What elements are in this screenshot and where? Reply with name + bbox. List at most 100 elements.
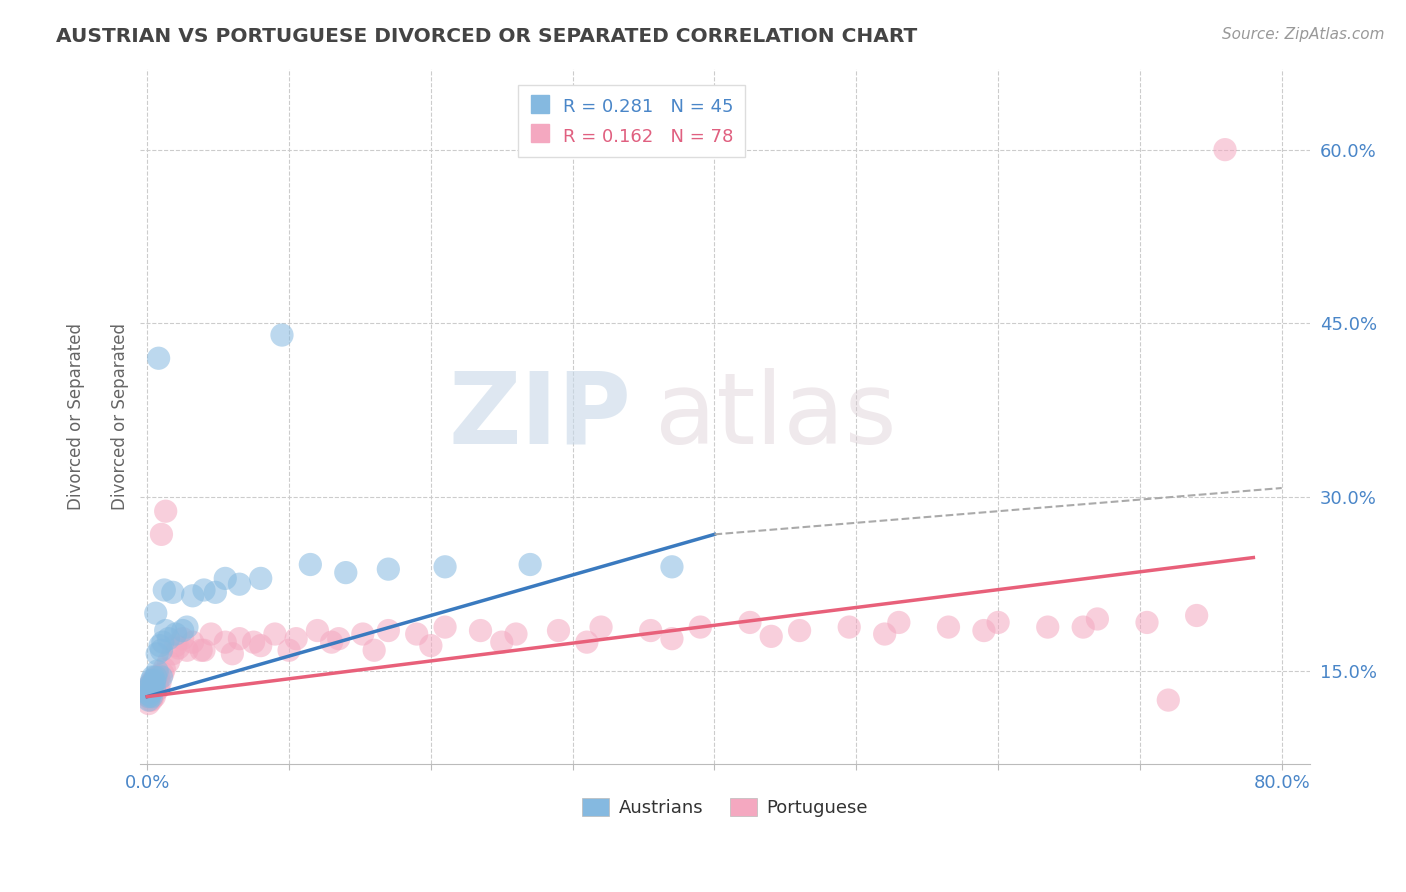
- Point: [405, 627, 427, 641]
- Point: [142, 690, 165, 704]
- Point: [150, 670, 173, 684]
- Legend: Austrians, Portuguese: Austrians, Portuguese: [575, 790, 875, 824]
- Point: [328, 632, 350, 646]
- Point: [138, 687, 160, 701]
- Point: [938, 620, 960, 634]
- Point: [249, 571, 271, 585]
- Point: [142, 678, 165, 692]
- Point: [167, 640, 190, 655]
- Point: [181, 589, 204, 603]
- Point: [165, 639, 187, 653]
- Point: [176, 643, 198, 657]
- Point: [689, 620, 711, 634]
- Point: [150, 527, 173, 541]
- Point: [738, 615, 761, 630]
- Point: [547, 624, 569, 638]
- Point: [139, 687, 162, 701]
- Point: [165, 627, 187, 641]
- Point: [145, 606, 167, 620]
- Point: [307, 624, 329, 638]
- Point: [145, 670, 167, 684]
- Point: [138, 697, 160, 711]
- Point: [148, 681, 170, 696]
- Point: [1036, 620, 1059, 634]
- Point: [139, 681, 162, 695]
- Point: [139, 678, 162, 692]
- Point: [145, 683, 167, 698]
- Point: [204, 585, 226, 599]
- Point: [176, 620, 198, 634]
- Point: [299, 558, 322, 572]
- Point: [153, 582, 176, 597]
- Point: [143, 690, 166, 704]
- Point: [1157, 693, 1180, 707]
- Point: [181, 635, 204, 649]
- Point: [589, 620, 612, 634]
- Point: [149, 675, 172, 690]
- Point: [139, 689, 162, 703]
- Point: [138, 681, 160, 696]
- Point: [278, 643, 301, 657]
- Point: [146, 678, 169, 692]
- Point: [363, 643, 385, 657]
- Point: [142, 670, 165, 684]
- Point: [1213, 143, 1236, 157]
- Point: [141, 673, 163, 688]
- Text: atlas: atlas: [655, 368, 897, 465]
- Point: [138, 690, 160, 704]
- Point: [1085, 612, 1108, 626]
- Point: [491, 635, 513, 649]
- Point: [434, 620, 457, 634]
- Point: [271, 328, 294, 343]
- Point: [152, 666, 174, 681]
- Point: [162, 647, 184, 661]
- Point: [973, 624, 995, 638]
- Point: [190, 643, 212, 657]
- Point: [139, 685, 162, 699]
- Point: [155, 624, 177, 638]
- Text: Source: ZipAtlas.com: Source: ZipAtlas.com: [1222, 27, 1385, 42]
- Point: [434, 559, 457, 574]
- Text: ZIP: ZIP: [449, 368, 631, 465]
- Point: [505, 627, 527, 641]
- Point: [214, 571, 236, 585]
- Point: [172, 632, 194, 646]
- Point: [146, 664, 169, 678]
- Point: [221, 647, 243, 661]
- Point: [377, 624, 399, 638]
- Point: [138, 685, 160, 699]
- Point: [838, 620, 860, 634]
- Point: [228, 577, 250, 591]
- Point: [519, 558, 541, 572]
- Point: [321, 635, 343, 649]
- Point: [575, 635, 598, 649]
- Point: [139, 678, 162, 692]
- Y-axis label: Divorced or Separated: Divorced or Separated: [111, 323, 129, 509]
- Point: [661, 632, 683, 646]
- Point: [141, 675, 163, 690]
- Point: [987, 615, 1010, 630]
- Point: [146, 647, 169, 661]
- Point: [419, 639, 441, 653]
- Text: Divorced or Separated: Divorced or Separated: [67, 323, 84, 509]
- Point: [470, 624, 492, 638]
- Point: [377, 562, 399, 576]
- Point: [264, 627, 287, 641]
- Point: [887, 615, 910, 630]
- Point: [200, 627, 222, 641]
- Point: [789, 624, 811, 638]
- Point: [148, 351, 170, 366]
- Point: [873, 627, 896, 641]
- Point: [149, 639, 172, 653]
- Point: [142, 673, 165, 688]
- Point: [661, 559, 683, 574]
- Point: [1071, 620, 1094, 634]
- Point: [228, 632, 250, 646]
- Point: [150, 643, 173, 657]
- Text: AUSTRIAN VS PORTUGUESE DIVORCED OR SEPARATED CORRELATION CHART: AUSTRIAN VS PORTUGUESE DIVORCED OR SEPAR…: [56, 27, 918, 45]
- Point: [139, 681, 162, 696]
- Point: [761, 629, 783, 643]
- Point: [153, 662, 176, 676]
- Point: [1136, 615, 1159, 630]
- Point: [143, 675, 166, 690]
